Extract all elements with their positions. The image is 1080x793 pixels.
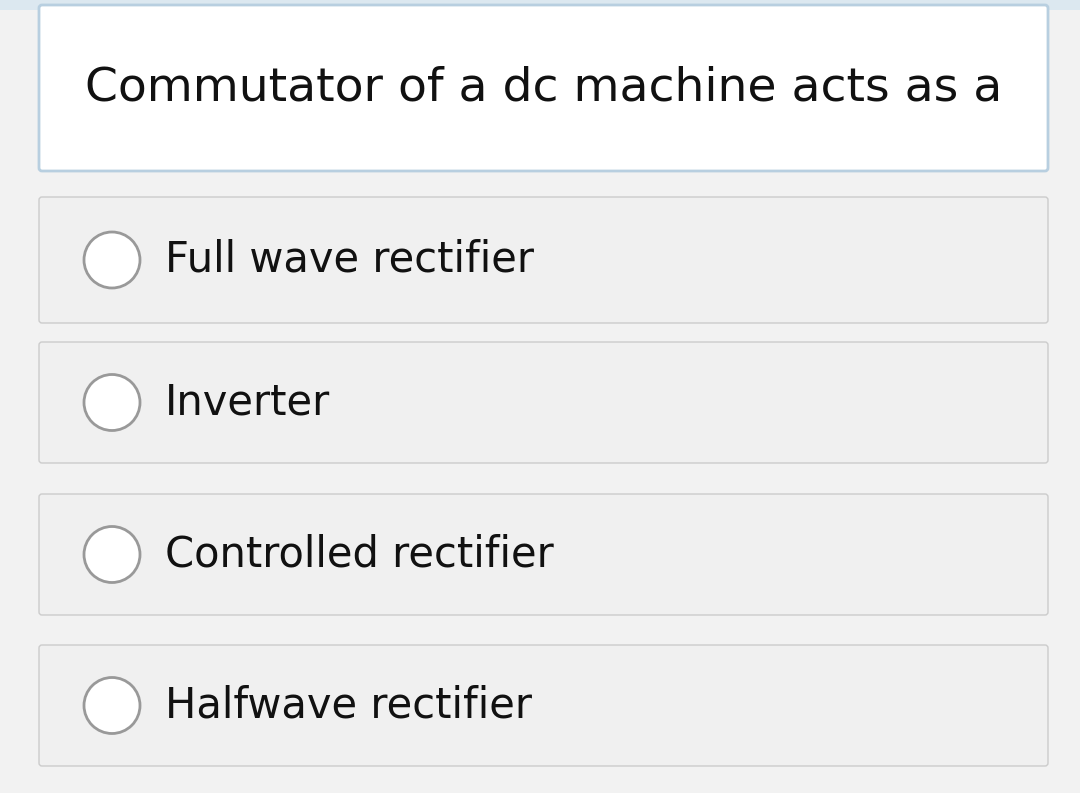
Circle shape: [84, 374, 140, 431]
FancyBboxPatch shape: [39, 5, 1048, 171]
Text: Controlled rectifier: Controlled rectifier: [165, 534, 554, 576]
Text: Commutator of a dc machine acts as a: Commutator of a dc machine acts as a: [85, 66, 1002, 110]
Text: Full wave rectifier: Full wave rectifier: [165, 239, 534, 281]
FancyBboxPatch shape: [39, 197, 1048, 323]
Circle shape: [84, 527, 140, 583]
FancyBboxPatch shape: [0, 0, 1080, 10]
Circle shape: [84, 232, 140, 288]
FancyBboxPatch shape: [39, 494, 1048, 615]
Text: Inverter: Inverter: [165, 381, 330, 423]
FancyBboxPatch shape: [39, 342, 1048, 463]
Text: Halfwave rectifier: Halfwave rectifier: [165, 684, 532, 726]
Circle shape: [84, 677, 140, 734]
FancyBboxPatch shape: [39, 645, 1048, 766]
